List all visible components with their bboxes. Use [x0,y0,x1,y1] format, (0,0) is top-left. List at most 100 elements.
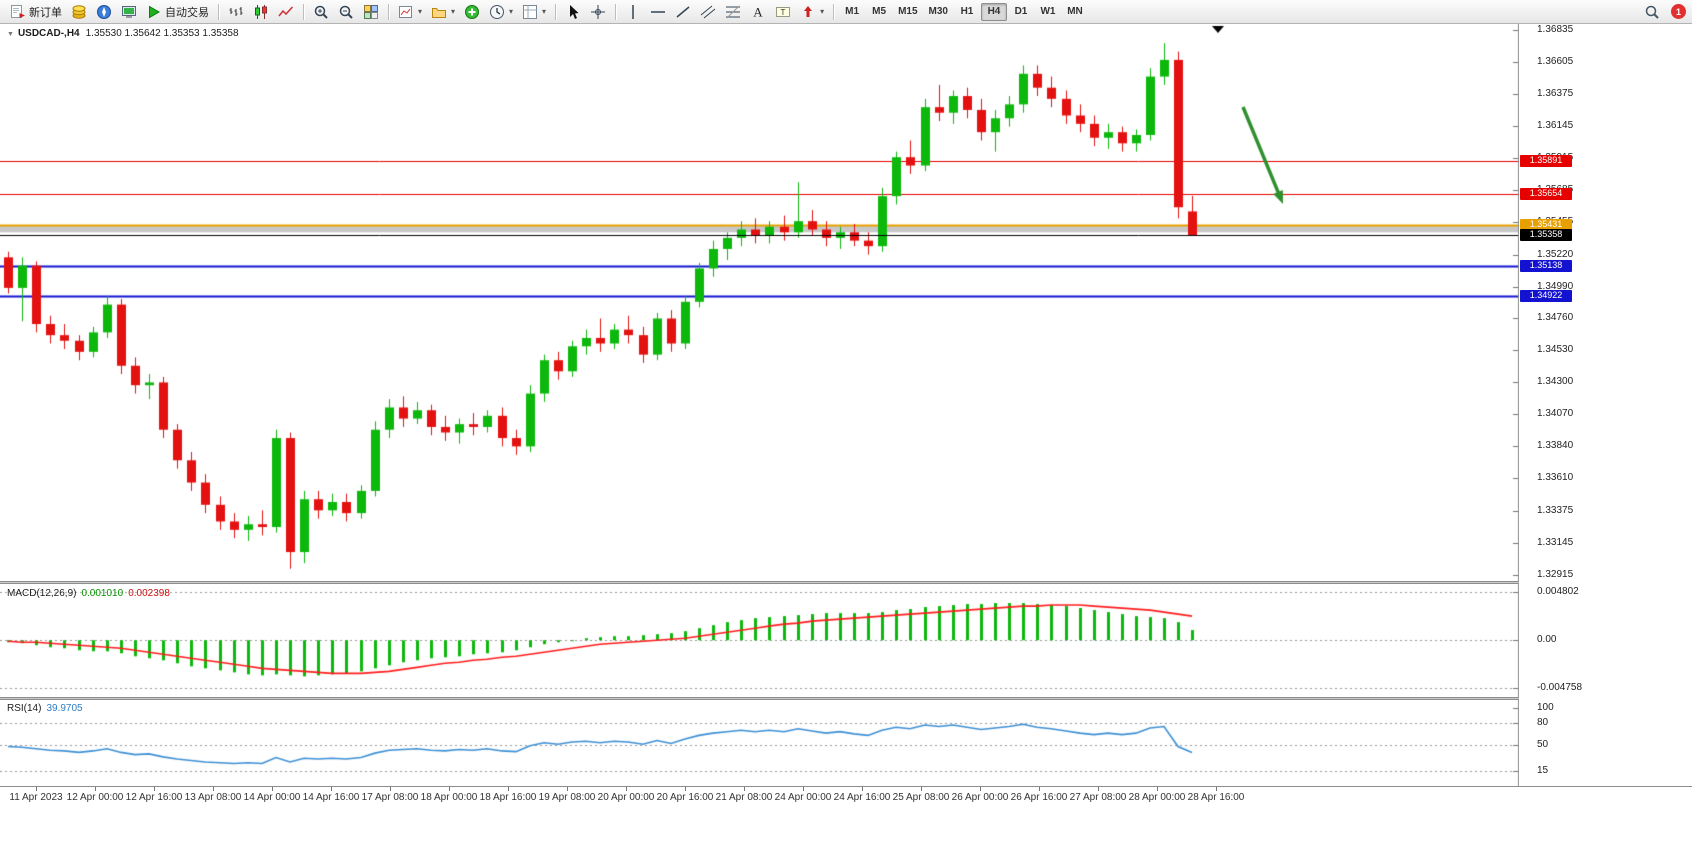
macd-main-value: 0.001010 [81,588,124,599]
chevron-down-icon: ▾ [451,7,456,16]
timeframe-m15-button[interactable]: M15 [893,3,922,21]
crosshair-icon [590,4,606,20]
text-button[interactable]: A [746,2,770,22]
chevron-down-icon: ▾ [509,7,514,16]
time-label: 26 Apr 16:00 [1010,792,1068,803]
toolbar-separator [218,3,219,20]
axis-label: 100 [1537,702,1554,713]
chart-ohlc-values: 1.35530 1.35642 1.35353 1.35358 [85,28,239,39]
time-tick [1098,787,1099,791]
panel-separator[interactable] [0,697,1692,700]
profiles-button[interactable]: ▾ [427,2,459,22]
arrows-icon [800,4,816,20]
market-watch-icon [71,4,87,20]
time-label: 28 Apr 16:00 [1187,792,1245,803]
auto-trading-button[interactable]: 自动交易 [142,2,213,22]
axis-label: 1.33375 [1537,505,1574,517]
text-label-icon: T [775,4,791,20]
axis-label: 1.33610 [1537,472,1574,484]
equidistant-channel-button[interactable] [696,2,720,22]
cursor-button[interactable] [561,2,585,22]
arrows-button[interactable]: ▾ [796,2,828,22]
fibonacci-icon [725,4,741,20]
timeframe-m1-button[interactable]: M1 [839,3,865,21]
time-tick [272,787,273,791]
new-chart-button[interactable]: ▾ [394,2,426,22]
time-label: 17 Apr 08:00 [361,792,419,803]
zoom-in-button[interactable] [309,2,333,22]
templates-button[interactable]: ▾ [518,2,550,22]
periods-button[interactable]: ▾ [485,2,517,22]
panel-separator[interactable] [0,581,1692,584]
axis-label: 1.32915 [1537,569,1574,580]
time-tick [626,787,627,791]
time-tick [95,787,96,791]
search-button[interactable] [1640,2,1664,22]
notification-badge[interactable]: 1 [1671,4,1686,19]
rsi-indicator-panel[interactable] [0,700,1692,786]
market-watch-button[interactable] [67,2,91,22]
new-order-button[interactable]: 新订单 [6,2,66,22]
bar-chart-button[interactable] [224,2,248,22]
tile-windows-button[interactable] [359,2,383,22]
axis-label: 0.00 [1537,634,1557,646]
timeframe-w1-button[interactable]: W1 [1035,3,1061,21]
timeframe-m5-button[interactable]: M5 [866,3,892,21]
timeframe-m30-button[interactable]: M30 [924,3,953,21]
axis-label: 1.33145 [1537,537,1574,549]
candlestick-icon [253,4,269,20]
terminal-icon [121,4,137,20]
axis-label: 15 [1537,764,1549,776]
period-icon [489,4,505,20]
timeframe-mn-button[interactable]: MN [1062,3,1088,21]
zoom-out-button[interactable] [334,2,358,22]
time-tick [508,787,509,791]
toolbar-separator [833,3,835,20]
time-tick [213,787,214,791]
axis-label: 80 [1537,716,1549,728]
price-tag: 1.35138 [1520,259,1572,272]
time-label: 12 Apr 00:00 [66,792,124,803]
timeframe-d1-button[interactable]: D1 [1008,3,1034,21]
time-tick [1216,787,1217,791]
time-label: 18 Apr 00:00 [420,792,478,803]
axis-label: 1.36145 [1537,119,1574,131]
terminal-button[interactable] [117,2,141,22]
trendline-icon [675,4,691,20]
axis-label: 1.35220 [1537,248,1574,260]
trendline-button[interactable] [671,2,695,22]
vertical-line-button[interactable] [621,2,645,22]
time-tick [685,787,686,791]
axis-label: 0.004802 [1537,586,1579,597]
timeframe-h4-button[interactable]: H4 [980,2,1007,21]
timeframe-h1-button[interactable]: H1 [954,3,980,21]
horizontal-line-button[interactable] [646,2,670,22]
toolbar-separator [388,3,389,20]
axis-label: 1.34760 [1537,312,1574,324]
price-axis[interactable] [1519,24,1692,808]
template-icon [522,4,538,20]
navigator-icon [96,4,112,20]
time-tick [921,787,922,791]
main-chart[interactable] [0,24,1692,581]
new-order-icon [10,4,26,20]
candlestick-chart-button[interactable] [249,2,273,22]
fibonacci-button[interactable] [721,2,745,22]
navigator-button[interactable] [92,2,116,22]
price-tag: 1.35358 [1520,229,1572,242]
indicators-button[interactable] [460,2,484,22]
crosshair-button[interactable] [586,2,610,22]
one-click-trading-toggle-icon[interactable]: ▼ [7,31,14,38]
line-chart-button[interactable] [274,2,298,22]
zoom-in-icon [313,4,329,20]
time-tick [803,787,804,791]
time-axis[interactable]: 11 Apr 2023 12 Apr 00:00 12 Apr 16:00 13 Ap… [0,786,1692,808]
macd-indicator-panel[interactable] [0,584,1692,697]
time-tick [862,787,863,791]
text-label-button[interactable]: T [771,2,795,22]
axis-label: 50 [1537,739,1549,750]
axis-label: 1.36375 [1537,87,1574,99]
macd-label: MACD(12,26,9) 0.001010 0.002398 [7,588,170,599]
chart-title: ▼ USDCAD-,H4 1.35530 1.35642 1.35353 1.353… [7,28,239,39]
svg-text:T: T [781,7,786,16]
